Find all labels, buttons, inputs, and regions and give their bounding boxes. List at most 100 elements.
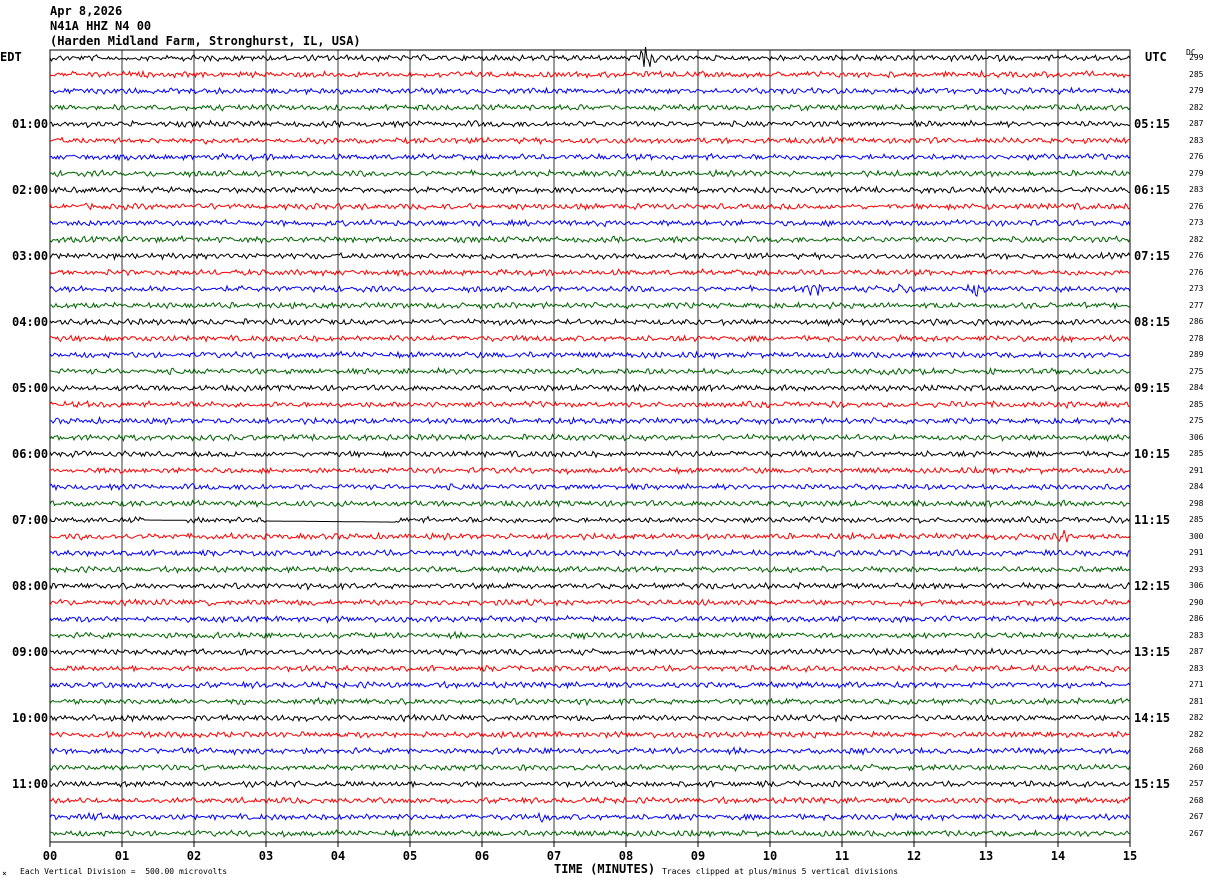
right-hour-label: 14:15 bbox=[1134, 711, 1171, 725]
trace-row bbox=[49, 267, 1131, 278]
dc-header-label: DC bbox=[1186, 48, 1196, 57]
trace-row bbox=[49, 529, 1131, 543]
x-axis-label: TIME (MINUTES) bbox=[554, 862, 656, 876]
dc-offset-label: 285 bbox=[1189, 515, 1204, 524]
dc-offset-label: 284 bbox=[1189, 482, 1204, 491]
trace-row bbox=[49, 135, 1131, 146]
trace-row bbox=[49, 515, 1131, 525]
right-hour-label: 07:15 bbox=[1134, 249, 1171, 263]
left-timezone-label: EDT bbox=[0, 50, 22, 64]
dc-offset-label: 257 bbox=[1189, 779, 1204, 788]
right-hour-label: 15:15 bbox=[1134, 777, 1171, 791]
dc-offset-label: 287 bbox=[1189, 647, 1204, 656]
right-timezone-label: UTC bbox=[1145, 50, 1167, 64]
dc-offset-label: 286 bbox=[1189, 614, 1204, 623]
trace-row bbox=[49, 696, 1131, 707]
right-hour-label: 08:15 bbox=[1134, 315, 1171, 329]
header-station: N41A HHZ N4 00 bbox=[50, 19, 152, 33]
x-tick-label: 09 bbox=[691, 849, 705, 863]
x-tick-label: 00 bbox=[43, 849, 57, 863]
dc-offset-label: 286 bbox=[1189, 317, 1204, 326]
trace-row bbox=[49, 796, 1131, 805]
dc-offset-label: 273 bbox=[1189, 284, 1204, 293]
dc-offset-label: 278 bbox=[1189, 333, 1204, 343]
trace-row bbox=[49, 779, 1131, 789]
trace-row bbox=[49, 499, 1131, 509]
left-hour-label: 06:00 bbox=[12, 447, 49, 461]
trace-row bbox=[49, 581, 1131, 591]
left-hour-label: 10:00 bbox=[12, 711, 49, 725]
scale-note: Each Vertical Division = 500.00 microvol… bbox=[20, 867, 228, 876]
left-hour-label: 03:00 bbox=[12, 249, 49, 263]
trace-row bbox=[49, 399, 1131, 410]
dc-offset-label: 276 bbox=[1189, 251, 1204, 260]
left-hour-label: 11:00 bbox=[12, 777, 49, 791]
trace-row bbox=[49, 86, 1131, 96]
trace-row bbox=[49, 317, 1131, 327]
right-hour-label: 13:15 bbox=[1134, 645, 1171, 659]
left-hour-label: 05:00 bbox=[12, 381, 49, 395]
trace-row bbox=[49, 432, 1131, 443]
trace-row bbox=[49, 366, 1131, 376]
dc-offset-label: 306 bbox=[1189, 432, 1204, 442]
x-tick-label: 07 bbox=[547, 849, 561, 863]
dc-offset-label: 275 bbox=[1189, 416, 1204, 425]
trace-row bbox=[49, 565, 1131, 574]
x-tick-label: 10 bbox=[763, 849, 777, 863]
trace-row bbox=[49, 350, 1131, 360]
trace-row bbox=[49, 119, 1131, 129]
clip-note: Traces clipped at plus/minus 5 vertical … bbox=[662, 867, 899, 876]
x-tick-label: 04 bbox=[331, 849, 345, 863]
dc-offset-label: 285 bbox=[1189, 399, 1204, 409]
trace-row bbox=[49, 763, 1131, 773]
left-hour-label: 08:00 bbox=[12, 579, 49, 593]
dc-offset-label: 283 bbox=[1189, 663, 1204, 673]
trace-row bbox=[49, 730, 1131, 739]
right-hour-label: 11:15 bbox=[1134, 513, 1171, 527]
dc-offset-label: 273 bbox=[1189, 218, 1204, 227]
dc-offset-label: 275 bbox=[1189, 366, 1204, 376]
scale-mark: × bbox=[2, 869, 7, 878]
trace-row bbox=[49, 46, 1131, 68]
trace-row bbox=[49, 828, 1131, 839]
dc-offset-label: 267 bbox=[1189, 812, 1204, 821]
right-hour-label: 10:15 bbox=[1134, 447, 1171, 461]
x-tick-label: 05 bbox=[403, 849, 417, 863]
trace-row bbox=[49, 168, 1131, 179]
dc-offset-label: 282 bbox=[1189, 234, 1204, 244]
dc-offset-label: 298 bbox=[1189, 498, 1204, 508]
right-hour-label: 12:15 bbox=[1134, 579, 1171, 593]
dc-offset-label: 293 bbox=[1189, 564, 1204, 574]
plot-frame bbox=[49, 49, 1131, 843]
trace-row bbox=[49, 333, 1131, 344]
left-hour-label: 02:00 bbox=[12, 183, 49, 197]
trace-row bbox=[49, 383, 1131, 393]
dc-offset-label: 279 bbox=[1189, 86, 1204, 95]
dc-offset-label: 271 bbox=[1189, 680, 1204, 689]
trace-row bbox=[49, 680, 1131, 690]
dc-offset-label: 281 bbox=[1189, 696, 1204, 706]
x-tick-label: 08 bbox=[619, 849, 633, 863]
trace-row bbox=[50, 415, 1131, 426]
header-date: Apr 8,2026 bbox=[50, 4, 123, 18]
dc-offset-label: 276 bbox=[1189, 152, 1204, 161]
dc-offset-label: 289 bbox=[1189, 350, 1204, 359]
x-tick-label: 15 bbox=[1123, 849, 1137, 863]
trace-row bbox=[49, 283, 1131, 297]
trace-row bbox=[49, 449, 1131, 459]
trace-row bbox=[49, 713, 1131, 723]
dc-offset-label: 299 bbox=[1189, 53, 1204, 62]
trace-row bbox=[49, 103, 1131, 112]
dc-offset-label: 306 bbox=[1189, 581, 1204, 590]
dc-offset-label: 291 bbox=[1189, 548, 1204, 557]
dc-offset-label: 282 bbox=[1189, 102, 1204, 112]
left-hour-label: 07:00 bbox=[12, 513, 49, 527]
x-tick-label: 11 bbox=[835, 849, 849, 863]
dc-offset-label: 282 bbox=[1189, 729, 1204, 739]
dc-offset-label: 284 bbox=[1189, 383, 1204, 392]
trace-row bbox=[49, 301, 1131, 310]
dc-offset-label: 283 bbox=[1189, 630, 1204, 640]
dc-offset-label: 277 bbox=[1189, 300, 1204, 310]
trace-row bbox=[49, 548, 1131, 558]
